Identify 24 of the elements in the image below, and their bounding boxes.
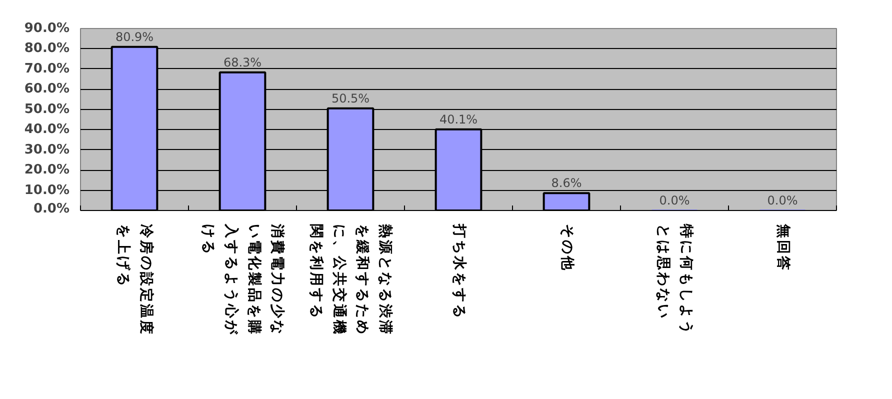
x-tick-label: 無回答 [774, 224, 792, 274]
data-label: 50.5% [331, 91, 370, 106]
y-tick-label: 0.0% [33, 202, 70, 216]
x-tick-label: 消費電力の少ない電化製品を購入するよう心がける [199, 224, 286, 337]
data-label: 0.0% [659, 194, 690, 208]
x-tick-label: 熱源となる渋滞を緩和するために、公共交通機関を利用する [307, 224, 394, 337]
y-tick-label: 70.0% [24, 61, 70, 76]
data-label: 40.1% [439, 112, 478, 126]
x-tick-label: その他 [558, 224, 576, 274]
y-tick-label: 80.0% [24, 41, 70, 56]
x-tick-label: 冷房の設定温度を上げる [114, 224, 156, 337]
y-tick-label: 60.0% [24, 82, 70, 97]
y-tick-label: 50.0% [24, 102, 70, 117]
y-tick-label: 30.0% [24, 142, 70, 158]
data-label: 80.9% [115, 30, 154, 44]
y-tick-label: 20.0% [24, 162, 70, 178]
data-label: 68.3% [223, 55, 262, 70]
y-tick-label: 40.0% [24, 122, 70, 138]
data-label: 8.6% [551, 176, 582, 190]
x-tick-label: 特に何もしようとは思わない [654, 224, 695, 337]
x-tick-label: 打ち水をする [450, 224, 468, 322]
y-tick-label: 10.0% [24, 182, 70, 198]
y-tick-label: 90.0% [24, 21, 70, 36]
data-label: 0.0% [767, 194, 798, 208]
